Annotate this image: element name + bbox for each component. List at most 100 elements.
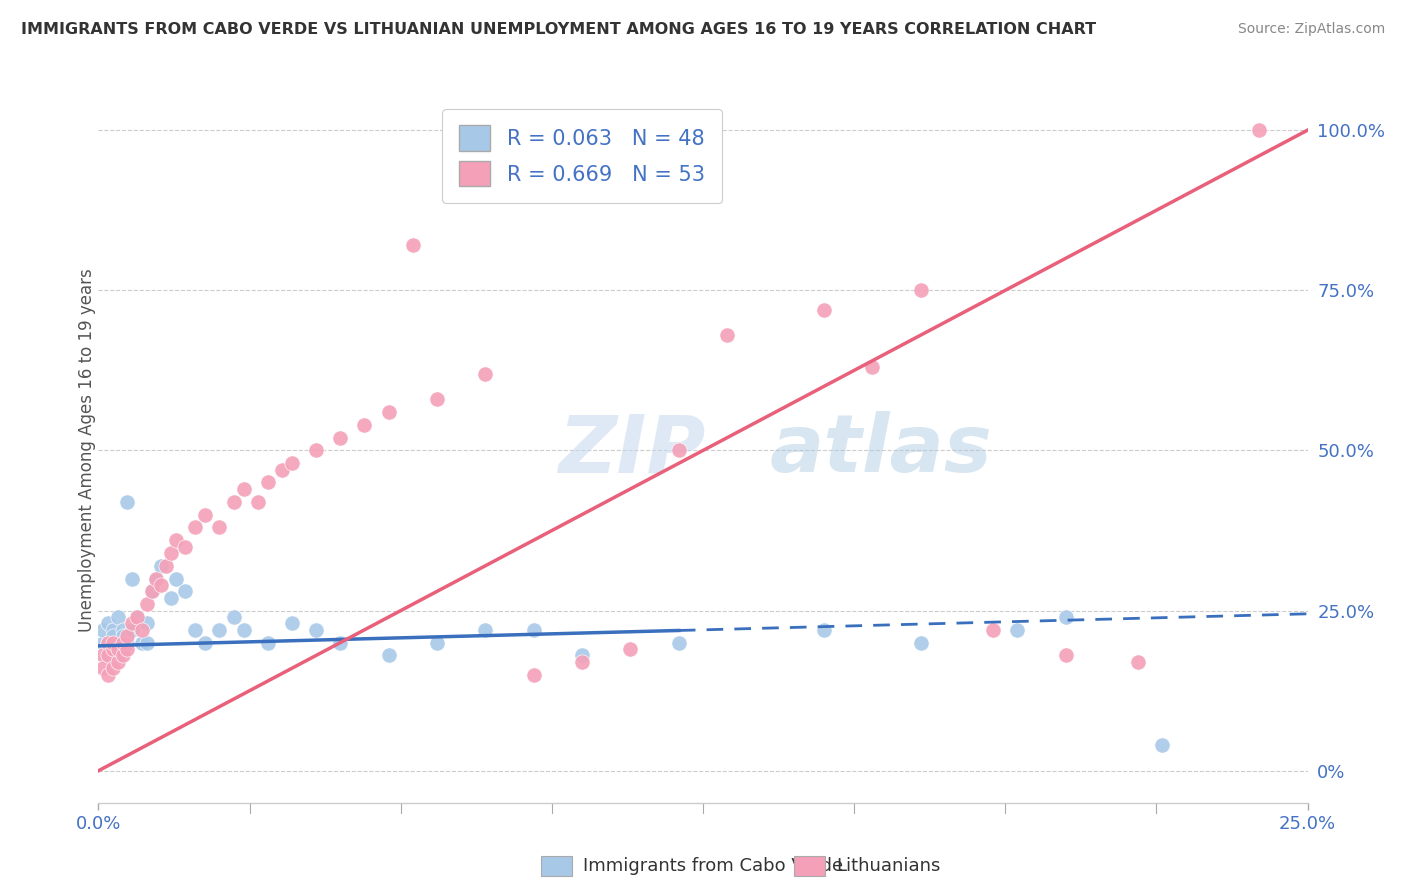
Point: [716, 328, 738, 343]
Point: [329, 431, 352, 445]
Point: [668, 635, 690, 649]
Point: [97, 635, 120, 649]
Point: [281, 456, 304, 470]
Point: [101, 661, 124, 675]
Point: [981, 623, 1004, 637]
Point: [184, 520, 207, 534]
Point: [222, 610, 245, 624]
Point: [101, 623, 124, 637]
Point: [131, 623, 153, 637]
Text: Lithuanians: Lithuanians: [837, 857, 941, 875]
Point: [91, 623, 114, 637]
Point: [523, 623, 546, 637]
Point: [127, 610, 149, 624]
Point: [1054, 648, 1077, 663]
Point: [135, 597, 157, 611]
Point: [107, 635, 129, 649]
Point: [160, 546, 183, 560]
Point: [377, 648, 399, 663]
Point: [232, 482, 254, 496]
Point: [426, 635, 449, 649]
Text: IMMIGRANTS FROM CABO VERDE VS LITHUANIAN UNEMPLOYMENT AMONG AGES 16 TO 19 YEARS : IMMIGRANTS FROM CABO VERDE VS LITHUANIAN…: [21, 22, 1097, 37]
Point: [121, 572, 143, 586]
Point: [141, 584, 163, 599]
Point: [145, 572, 167, 586]
Point: [910, 283, 932, 297]
Point: [141, 584, 163, 599]
Point: [208, 623, 231, 637]
Point: [107, 655, 129, 669]
Point: [222, 494, 245, 508]
Point: [150, 558, 173, 573]
Point: [305, 443, 328, 458]
Point: [91, 661, 114, 675]
Point: [571, 648, 593, 663]
Point: [1128, 655, 1150, 669]
Point: [329, 635, 352, 649]
Point: [131, 635, 153, 649]
Point: [111, 629, 134, 643]
Point: [1054, 610, 1077, 624]
Point: [101, 642, 124, 657]
Point: [111, 635, 134, 649]
Point: [174, 584, 197, 599]
Point: [160, 591, 183, 605]
Point: [813, 623, 835, 637]
Point: [1152, 738, 1174, 752]
Point: [135, 616, 157, 631]
Point: [813, 302, 835, 317]
Point: [232, 623, 254, 637]
Point: [860, 360, 883, 375]
Point: [194, 508, 217, 522]
Point: [571, 655, 593, 669]
Point: [668, 443, 690, 458]
Point: [101, 642, 124, 657]
Point: [117, 635, 139, 649]
Point: [111, 642, 134, 657]
Point: [426, 392, 449, 407]
Point: [107, 642, 129, 657]
Point: [1007, 623, 1029, 637]
Point: [194, 635, 217, 649]
Point: [910, 635, 932, 649]
Point: [174, 540, 197, 554]
Point: [184, 623, 207, 637]
Point: [377, 405, 399, 419]
Point: [1249, 123, 1271, 137]
Point: [97, 648, 120, 663]
Point: [121, 623, 143, 637]
Point: [208, 520, 231, 534]
Point: [165, 572, 187, 586]
Point: [97, 667, 120, 681]
Point: [97, 648, 120, 663]
Point: [281, 616, 304, 631]
Point: [155, 558, 177, 573]
Point: [402, 238, 425, 252]
Point: [474, 623, 496, 637]
Y-axis label: Unemployment Among Ages 16 to 19 years: Unemployment Among Ages 16 to 19 years: [79, 268, 96, 632]
Text: Source: ZipAtlas.com: Source: ZipAtlas.com: [1237, 22, 1385, 37]
Point: [121, 616, 143, 631]
Text: Immigrants from Cabo Verde: Immigrants from Cabo Verde: [583, 857, 844, 875]
Point: [127, 610, 149, 624]
Point: [117, 629, 139, 643]
Point: [101, 635, 124, 649]
Point: [117, 494, 139, 508]
Point: [271, 463, 294, 477]
Point: [97, 616, 120, 631]
Point: [111, 648, 134, 663]
Point: [135, 635, 157, 649]
Point: [305, 623, 328, 637]
Point: [145, 572, 167, 586]
Point: [247, 494, 270, 508]
Point: [101, 629, 124, 643]
Point: [97, 635, 120, 649]
Point: [91, 635, 114, 649]
Point: [107, 635, 129, 649]
Text: atlas: atlas: [769, 411, 993, 490]
Point: [523, 667, 546, 681]
Point: [353, 417, 375, 432]
Point: [474, 367, 496, 381]
Point: [256, 635, 278, 649]
Text: ZIP: ZIP: [558, 411, 706, 490]
